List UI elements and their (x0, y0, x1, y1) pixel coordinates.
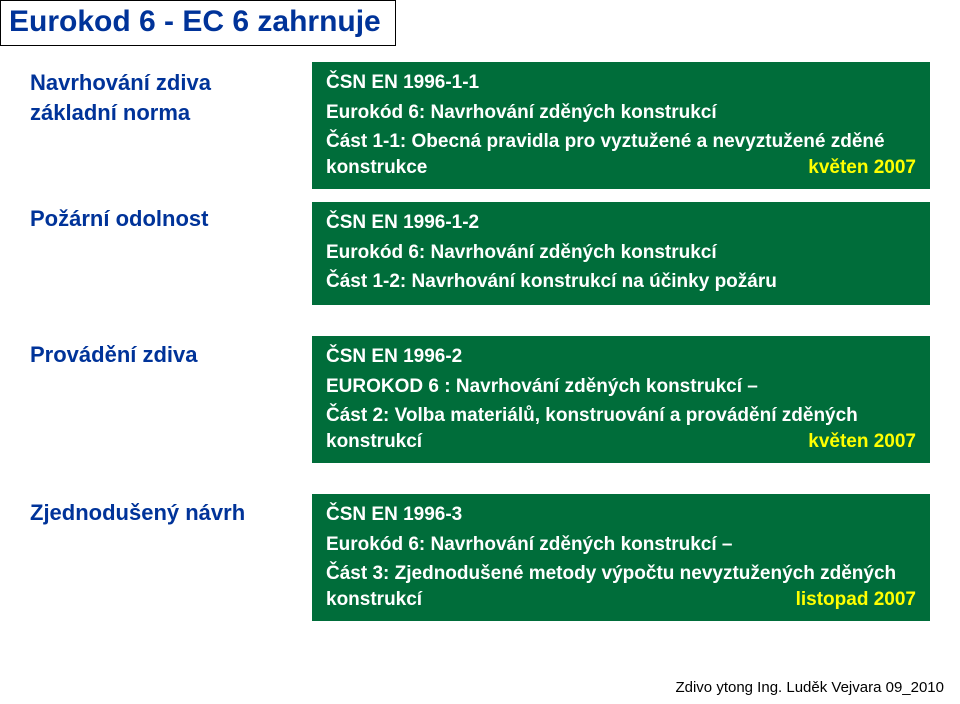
standard-part: Část 1-2: Navrhování konstrukcí na účink… (326, 269, 916, 295)
footer-text: Zdivo ytong Ing. Luděk Vejvara 09_2010 (675, 679, 944, 696)
standard-code: ČSN EN 1996-1-2 (326, 210, 916, 236)
standard-code: ČSN EN 1996-3 (326, 502, 916, 528)
label-line: základní norma (30, 98, 290, 128)
label-line: Požární odolnost (30, 206, 290, 232)
standard-subtitle: Eurokód 6: Navrhování zděných konstrukcí (326, 240, 916, 266)
standard-date: květen 2007 (808, 157, 916, 179)
standard-box-3: ČSN EN 1996-2 EUROKOD 6 : Navrhování zdě… (312, 336, 930, 463)
standard-subtitle: Eurokód 6: Navrhování zděných konstrukcí… (326, 532, 916, 558)
slide-title: Eurokod 6 - EC 6 zahrnuje (9, 5, 381, 38)
standard-box-2: ČSN EN 1996-1-2 Eurokód 6: Navrhování zd… (312, 202, 930, 305)
slide-title-box: Eurokod 6 - EC 6 zahrnuje (0, 0, 396, 46)
label-provadeni-zdiva: Provádění zdiva (30, 342, 290, 368)
standard-subtitle: Eurokód 6: Navrhování zděných konstrukcí (326, 100, 916, 126)
label-line: Zjednodušený návrh (30, 500, 290, 526)
label-line: Navrhování zdiva (30, 68, 290, 98)
label-pozarni-odolnost: Požární odolnost (30, 206, 290, 232)
standard-code: ČSN EN 1996-1-1 (326, 70, 916, 96)
standard-date: listopad 2007 (796, 589, 916, 611)
standard-subtitle: EUROKOD 6 : Navrhování zděných konstrukc… (326, 374, 916, 400)
standard-box-1: ČSN EN 1996-1-1 Eurokód 6: Navrhování zd… (312, 62, 930, 189)
label-zjednoduseny-navrh: Zjednodušený návrh (30, 500, 290, 526)
standard-code: ČSN EN 1996-2 (326, 344, 916, 370)
standard-box-4: ČSN EN 1996-3 Eurokód 6: Navrhování zděn… (312, 494, 930, 621)
label-line: Provádění zdiva (30, 342, 290, 368)
label-navrhovani-zdiva: Navrhování zdiva základní norma (30, 68, 290, 127)
standard-date: květen 2007 (808, 431, 916, 453)
